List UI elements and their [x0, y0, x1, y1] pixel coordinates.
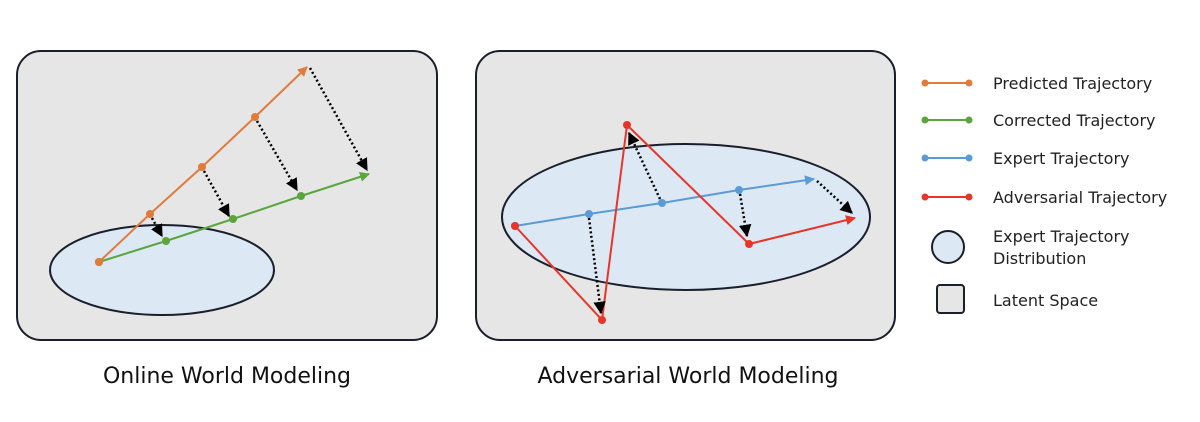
panel-title-adversarial: Adversarial World Modeling [537, 364, 838, 389]
expert-distribution-ellipse [49, 224, 275, 316]
legend-label: Latent Space [993, 291, 1098, 310]
adversarial-trajectory-point [623, 121, 631, 129]
correction-arrow [150, 217, 164, 238]
legend-item-distribution: Expert Trajectory Distribution [931, 227, 1130, 268]
correction-arrow [308, 67, 369, 172]
corrected-trajectory-point [229, 215, 237, 223]
legend-label: Corrected Trajectory [993, 111, 1155, 130]
panel-title-online: Online World Modeling [103, 364, 351, 389]
adversarial-world-modeling-panel [475, 50, 896, 341]
adversarial-trajectory [511, 121, 856, 324]
expert-trajectory-point [658, 199, 666, 207]
predicted-trajectory-point [251, 113, 259, 121]
corrected-trajectory-point [162, 237, 170, 245]
correction-arrow [627, 131, 662, 200]
legend-item-adversarial: Adversarial Trajectory [921, 188, 1167, 207]
adversarial-trajectory-point [598, 316, 606, 324]
legend-item-predicted: Predicted Trajectory [921, 74, 1152, 93]
online-world-modeling-panel [16, 50, 438, 341]
latent-square-icon [936, 284, 965, 314]
legend-item-corrected: Corrected Trajectory [921, 111, 1155, 130]
predicted-trajectory-point [146, 210, 154, 218]
legend-label: Predicted Trajectory [993, 74, 1152, 93]
distribution-circle-icon [931, 230, 965, 264]
legend-label: Adversarial Trajectory [993, 188, 1167, 207]
predicted-trajectory-point [198, 163, 206, 171]
legend-label: Expert Trajectory [993, 149, 1130, 168]
adversarial-trajectory-point [745, 240, 753, 248]
legend-label: Distribution [993, 249, 1086, 268]
legend-label: Expert Trajectory [993, 227, 1130, 246]
corrected-trajectory-point [297, 192, 305, 200]
adversarial-trajectory-point [511, 222, 519, 230]
legend-item-latent-space: Latent Space [936, 284, 1098, 314]
trajectory-start-point [95, 258, 103, 266]
correction-arrow [816, 180, 853, 214]
legend-item-expert: Expert Trajectory [921, 149, 1130, 168]
expert-trajectory-point [585, 210, 593, 218]
legend: Predicted Trajectory Corrected Trajector… [921, 74, 1167, 314]
expert-distribution-ellipse [501, 143, 871, 291]
expert-trajectory-point [735, 186, 743, 194]
